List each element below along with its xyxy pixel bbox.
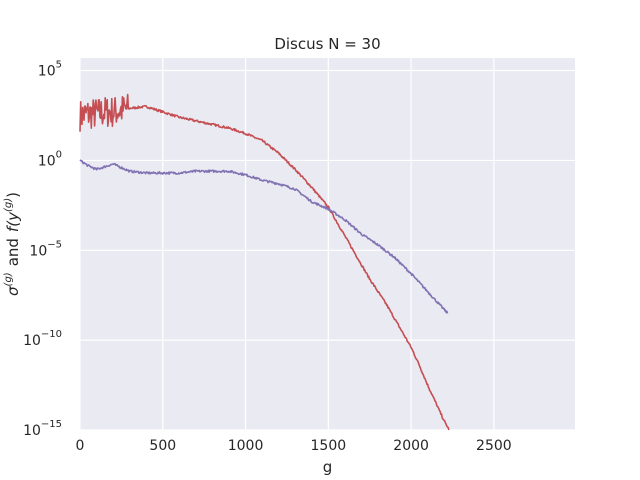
y-tick-label: 10−15 [23, 419, 62, 439]
y-tick-label: 100 [38, 149, 62, 169]
chart-title: Discus N = 30 [274, 35, 380, 53]
y-axis-label-f: f(y [4, 211, 22, 232]
y-tick-label: 10−10 [23, 329, 62, 349]
x-tick-label: 500 [149, 438, 176, 454]
x-tick-label: 1500 [311, 438, 347, 454]
y-tick-label: 105 [38, 60, 62, 80]
y-tick-base: 10 [38, 64, 56, 80]
y-tick-base: 10 [23, 423, 41, 439]
x-tick-label: 2000 [393, 438, 429, 454]
y-tick-base: 10 [29, 243, 47, 259]
y-tick-exponent: −5 [47, 239, 62, 250]
x-tick-label: 0 [76, 438, 85, 454]
x-tick-label: 2500 [476, 438, 512, 454]
y-tick-exponent: −15 [41, 419, 62, 430]
y-tick-exponent: −10 [41, 329, 62, 340]
y-tick-exponent: 0 [56, 149, 62, 160]
plot-background [80, 58, 575, 430]
y-axis-label-and: and [4, 238, 22, 266]
x-axis-label: g [323, 458, 333, 476]
y-axis-label-sigma-sup: (g) [3, 272, 14, 286]
y-tick-exponent: 5 [56, 60, 62, 71]
series-layer [79, 93, 450, 431]
series-line-1 [79, 93, 450, 431]
y-tick-label: 10−5 [29, 239, 62, 259]
series-line-2 [79, 159, 449, 314]
y-axis-label-f-sup: (g) [3, 198, 14, 212]
y-tick-base: 10 [23, 333, 41, 349]
y-axis-label-sigma: σ [4, 286, 22, 296]
y-axis-label: σ(g)andf(y(g)) [3, 192, 22, 296]
y-tick-base: 10 [38, 153, 56, 169]
x-tick-label: 1000 [228, 438, 264, 454]
y-axis-label-close: ) [4, 192, 22, 198]
grid-lines [79, 58, 575, 431]
